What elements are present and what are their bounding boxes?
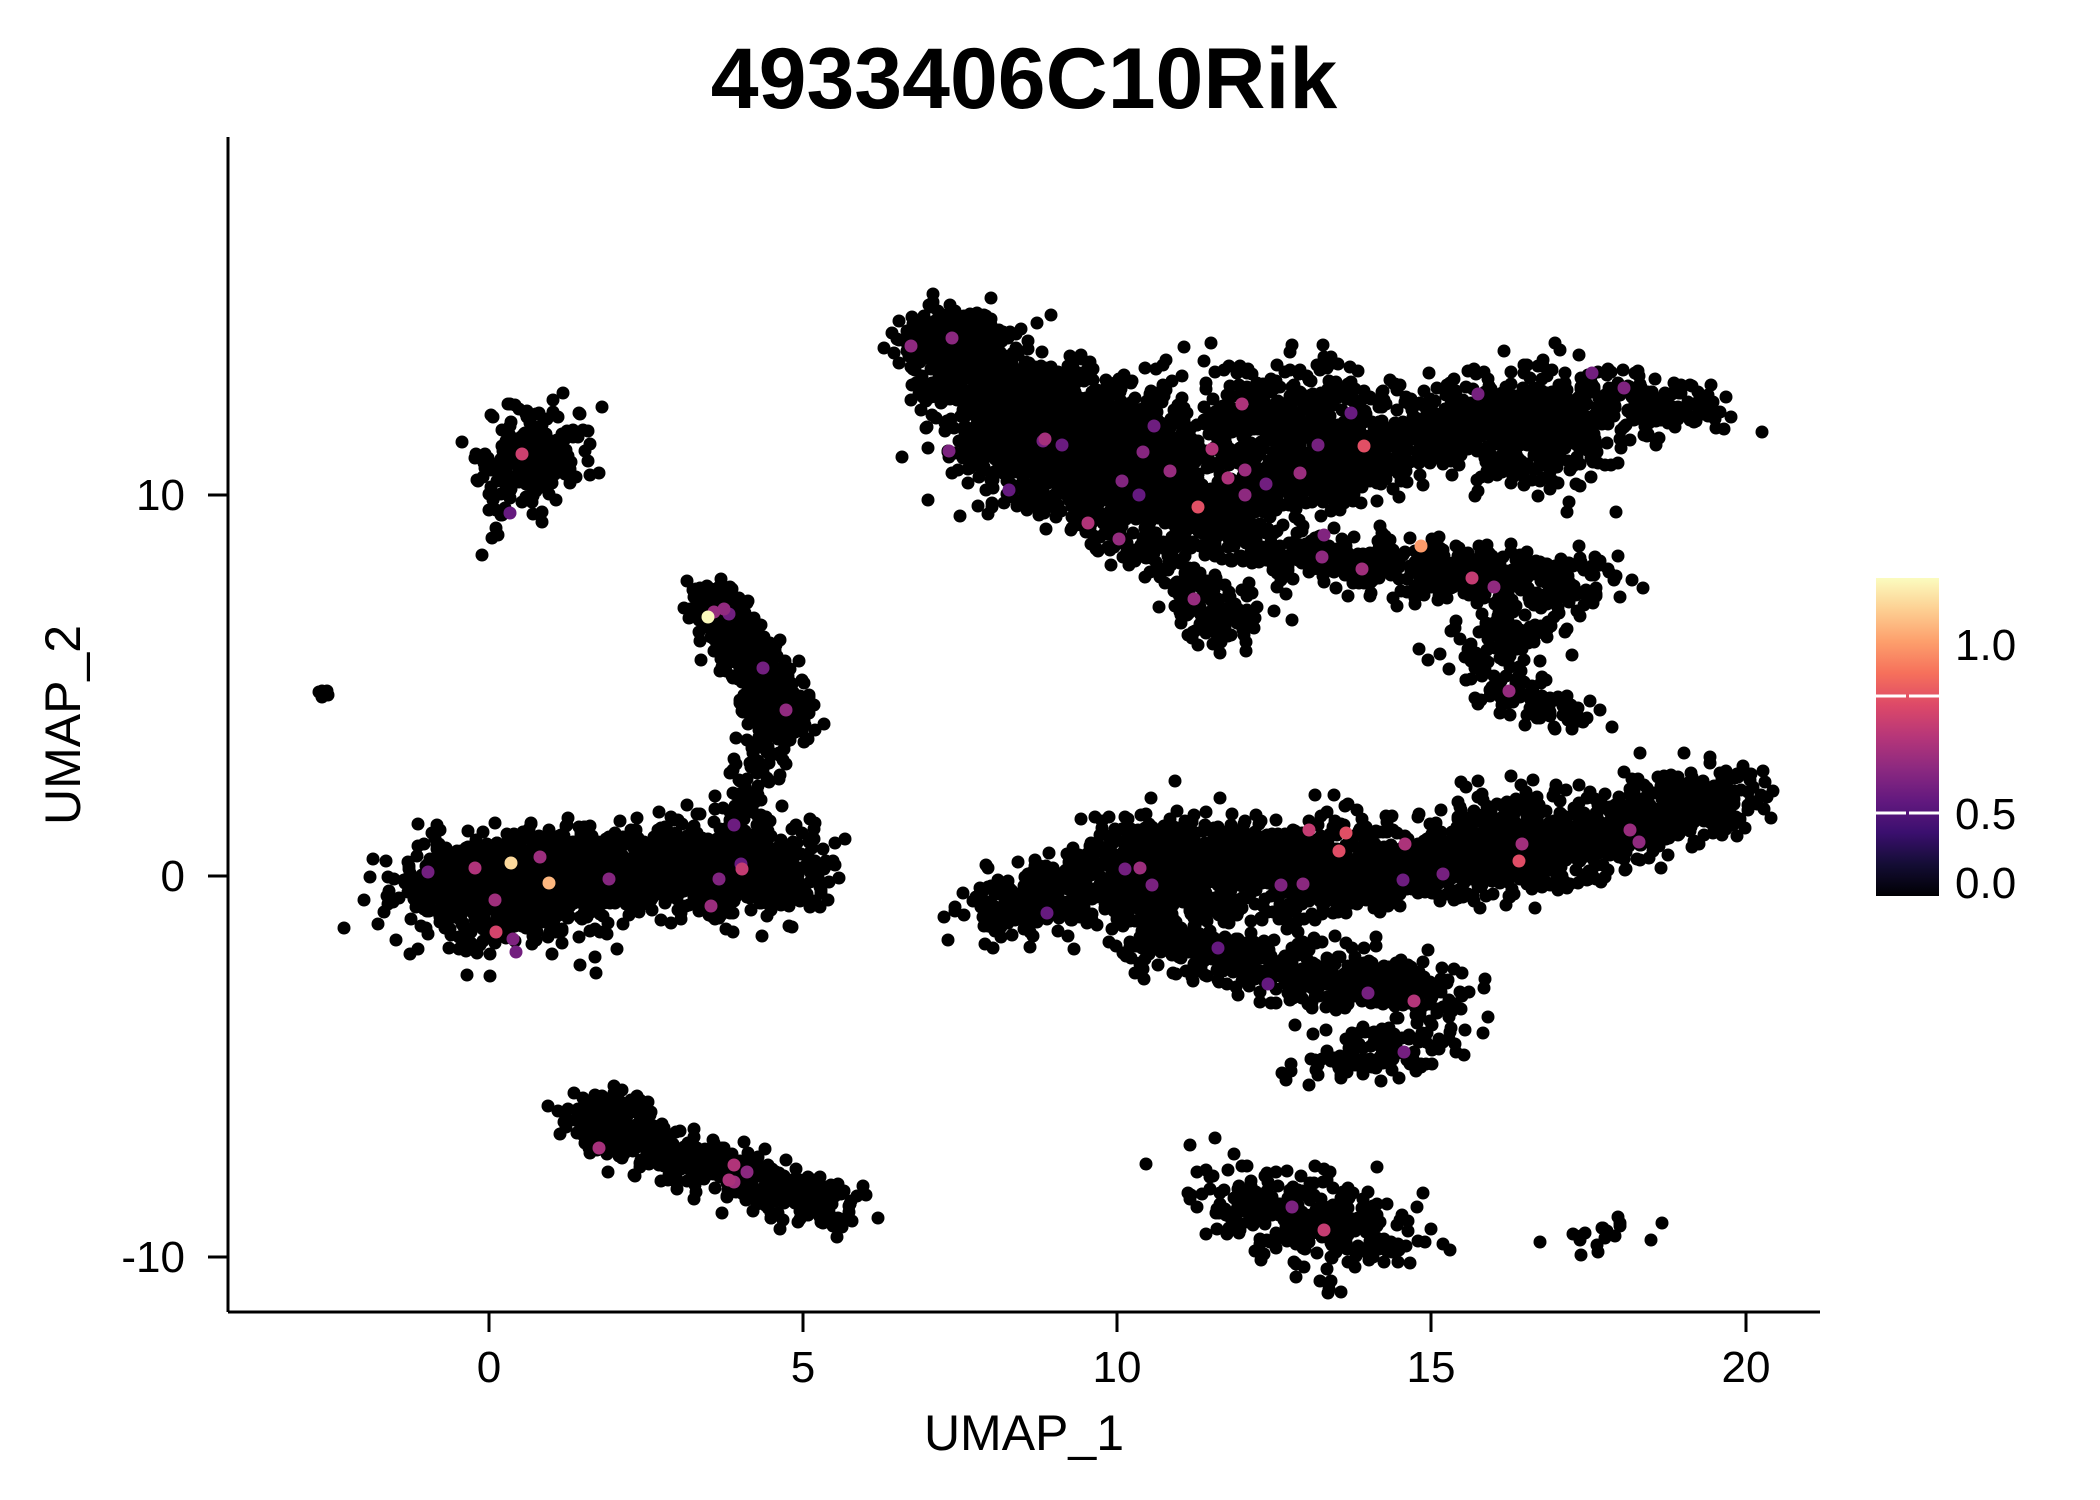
svg-text:5: 5 xyxy=(791,1343,815,1392)
svg-text:15: 15 xyxy=(1407,1343,1456,1392)
svg-text:10: 10 xyxy=(136,471,185,520)
svg-text:-10: -10 xyxy=(121,1233,185,1282)
svg-text:0: 0 xyxy=(477,1343,501,1392)
svg-text:20: 20 xyxy=(1722,1343,1771,1392)
svg-text:UMAP_1: UMAP_1 xyxy=(924,1405,1124,1461)
svg-text:4933406C10Rik: 4933406C10Rik xyxy=(711,31,1338,127)
svg-text:0.0: 0.0 xyxy=(1955,859,2016,908)
svg-text:0: 0 xyxy=(161,852,185,901)
svg-text:10: 10 xyxy=(1093,1343,1142,1392)
svg-text:UMAP_2: UMAP_2 xyxy=(35,625,91,825)
svg-text:1.0: 1.0 xyxy=(1955,621,2016,670)
svg-text:0.5: 0.5 xyxy=(1955,790,2016,839)
